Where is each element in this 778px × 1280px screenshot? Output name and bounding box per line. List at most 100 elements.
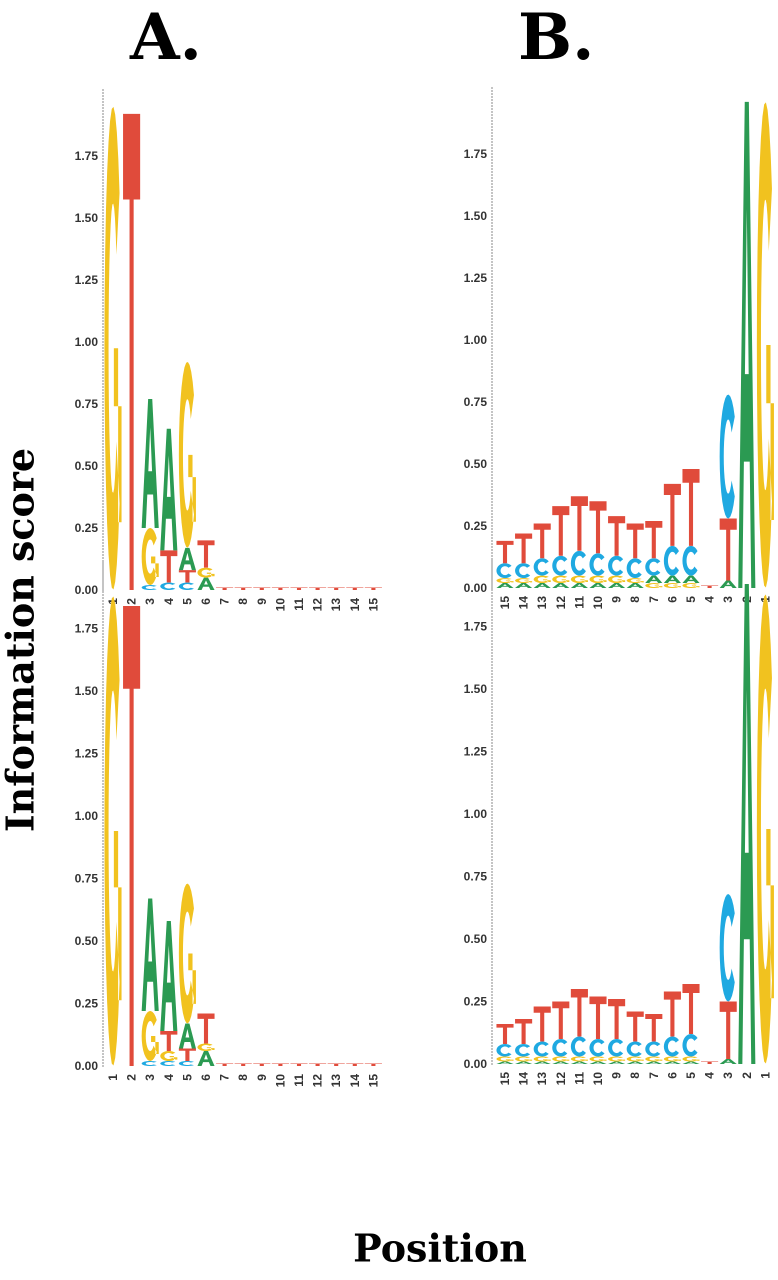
- x-tick-label: 8: [236, 598, 250, 605]
- logo-letter-T: [515, 1019, 533, 1044]
- y-tick-label: 0.00: [464, 1057, 488, 1071]
- x-tick-label: 14: [348, 598, 362, 612]
- logo-letter-G: [552, 1056, 570, 1062]
- logo-letter-T: [608, 999, 626, 1039]
- logo-letter-T: [364, 1063, 382, 1066]
- logo-letter-G: [496, 578, 514, 584]
- logo-letter-C: [719, 894, 735, 1002]
- logo-letter-C: [682, 1034, 698, 1057]
- logo-letter-A: [160, 428, 178, 551]
- x-tick-label: 10: [591, 1072, 605, 1086]
- x-tick-label: 10: [273, 598, 287, 612]
- logo-letter-G: [682, 1056, 700, 1062]
- x-tick-label: 7: [647, 1072, 661, 1079]
- logo-letter-A: [197, 1051, 215, 1066]
- logo-letter-T: [589, 501, 607, 554]
- panel-b-label: B.: [518, 0, 595, 75]
- y-tick-label: 0.50: [75, 459, 99, 473]
- x-tick-label: 11: [572, 1072, 586, 1085]
- logo-letter-G: [756, 102, 774, 588]
- logo-letter-T: [552, 506, 570, 556]
- logo-letter-G: [141, 1011, 159, 1061]
- logo-letter-A: [719, 580, 737, 588]
- logo-letter-A: [178, 547, 196, 571]
- x-tick-label: 15: [366, 1074, 380, 1088]
- y-tick-label: 0.50: [75, 934, 99, 948]
- logo-letter-G: [570, 1056, 588, 1062]
- x-tick-label: 4: [162, 1074, 176, 1081]
- logo-letter-C: [626, 558, 642, 579]
- x-tick-label: 4: [703, 596, 717, 603]
- logo-letter-G: [663, 583, 681, 588]
- logo-letter-C: [515, 1044, 531, 1057]
- logo-letter-G: [645, 1056, 663, 1062]
- x-tick-label: 15: [366, 598, 380, 612]
- logo-letter-A: [589, 1061, 607, 1064]
- logo-letter-G: [589, 575, 607, 584]
- y-tick-label: 0.25: [75, 521, 99, 535]
- logo-letter-G: [570, 575, 588, 584]
- logo-letter-T: [552, 1001, 570, 1039]
- logo-letter-T: [533, 523, 551, 559]
- x-tick-label: 4: [703, 1072, 717, 1079]
- logo-letter-A: [515, 1061, 533, 1064]
- y-tick-label: 1.50: [464, 682, 488, 696]
- y-tick-label: 1.00: [464, 807, 488, 821]
- logo-letter-G: [160, 1051, 178, 1061]
- logo-letter-T: [160, 550, 178, 583]
- logo-letter-T: [253, 587, 271, 590]
- y-tick-label: 0.00: [75, 1059, 99, 1073]
- logo-letter-T: [290, 1063, 308, 1066]
- logo-letter-A: [719, 1059, 737, 1064]
- logo-letter-C: [608, 555, 624, 576]
- y-tick-label: 0.75: [464, 395, 488, 409]
- logo-letter-C: [663, 1036, 679, 1057]
- x-tick-label: 7: [218, 598, 232, 605]
- logo-letter-G: [645, 583, 663, 588]
- logo-letter-T: [626, 523, 644, 559]
- logo-letter-T: [271, 587, 289, 590]
- logo-letter-G: [626, 578, 644, 584]
- logo-letter-A: [738, 584, 756, 1064]
- y-tick-label: 1.75: [75, 622, 99, 636]
- logo-letter-T: [701, 1061, 719, 1064]
- logo-letter-T: [271, 1063, 289, 1066]
- y-tick-label: 1.25: [75, 273, 99, 287]
- logo-letter-A: [645, 575, 663, 584]
- logo-letter-A: [496, 583, 514, 588]
- logo-letter-T: [309, 587, 327, 590]
- x-tick-label: 15: [498, 1072, 512, 1086]
- x-tick-label: 6: [199, 1074, 213, 1081]
- x-tick-label: 2: [125, 598, 139, 605]
- y-tick-label: 1.25: [464, 745, 488, 759]
- logo-letter-G: [589, 1056, 607, 1062]
- x-tick-label: 14: [517, 1072, 531, 1086]
- x-tick-label: 10: [591, 596, 605, 610]
- x-tick-label: 9: [610, 596, 624, 603]
- x-tick-label: 9: [255, 598, 269, 605]
- x-tick-label: 8: [236, 1074, 250, 1081]
- y-tick-label: 0.25: [75, 997, 99, 1011]
- logo-letter-G: [533, 575, 551, 584]
- logo-letter-T: [608, 516, 626, 556]
- y-tick-label: 0.00: [464, 581, 488, 595]
- x-tick-label: 12: [554, 1072, 568, 1086]
- logo-letter-G: [608, 1056, 626, 1062]
- logo-letter-A: [552, 1061, 570, 1064]
- y-tick-label: 0.75: [75, 872, 99, 886]
- logo-letter-G: [552, 575, 570, 584]
- logo-letter-T: [309, 1063, 327, 1066]
- logo-letter-G: [756, 594, 774, 1064]
- x-tick-label: 14: [348, 1074, 362, 1088]
- x-tick-label: 7: [218, 1074, 232, 1081]
- logo-letter-T: [515, 533, 533, 564]
- logo-letter-A: [645, 1061, 663, 1064]
- logo-letter-C: [645, 558, 661, 576]
- y-tick-label: 0.25: [464, 519, 488, 533]
- y-tick-label: 1.75: [75, 149, 99, 163]
- x-tick-label: 12: [311, 598, 325, 612]
- logo-letter-T: [496, 1024, 514, 1044]
- x-tick-label: 3: [721, 596, 735, 603]
- logo-letter-G: [663, 1056, 681, 1062]
- x-tick-label: 5: [684, 596, 698, 603]
